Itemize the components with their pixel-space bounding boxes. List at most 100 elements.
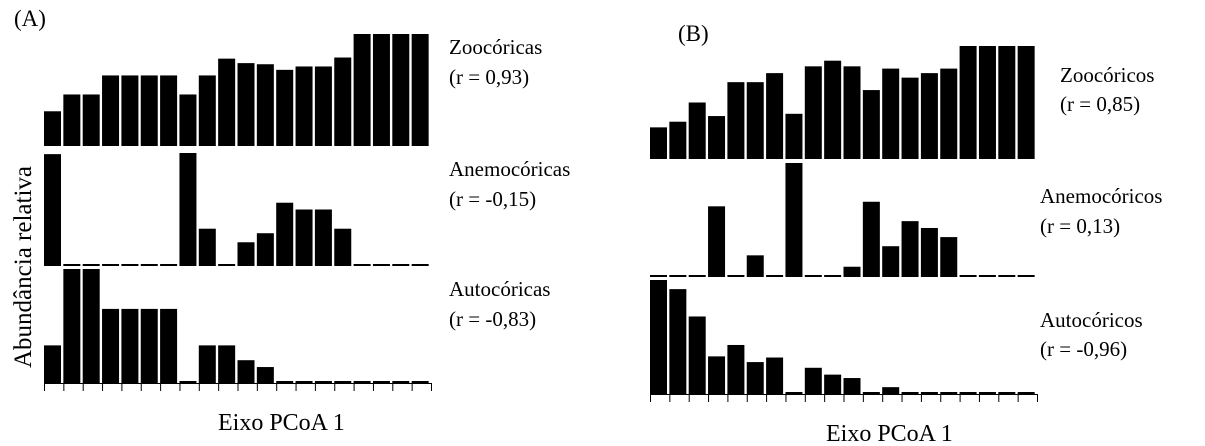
bar-b-s0-18 <box>998 46 1016 159</box>
bar-b-s0-6 <box>766 73 784 159</box>
bar-a-s0-13 <box>295 66 313 146</box>
bar-b-s0-16 <box>959 46 977 159</box>
bar-a-s1-1 <box>63 264 81 266</box>
bar-b-s1-19 <box>1017 275 1035 277</box>
bar-a-s2-8 <box>198 345 216 383</box>
bar-b-s1-13 <box>901 221 919 277</box>
bar-a-s2-9 <box>218 345 236 383</box>
bar-a-s2-1 <box>63 269 81 383</box>
panel-b: (B) Zoocóricos (r = 0,85) Anemocóricos (… <box>650 21 1162 446</box>
bar-b-s0-5 <box>746 82 764 159</box>
bar-b-s1-4 <box>727 275 745 277</box>
bar-b-s0-0 <box>650 127 667 159</box>
bar-a-s1-17 <box>372 264 390 266</box>
bar-b-s2-12 <box>882 387 900 394</box>
bar-a-s1-2 <box>82 264 100 266</box>
bar-a-s2-14 <box>314 381 332 383</box>
bar-a-s0-18 <box>392 34 410 146</box>
bar-a-s2-4 <box>121 308 139 383</box>
bar-a-s0-4 <box>121 75 139 146</box>
bar-b-s0-13 <box>901 77 919 159</box>
bar-b-s1-10 <box>843 266 861 277</box>
bar-a-s1-14 <box>314 209 332 266</box>
bar-a-s0-9 <box>218 58 236 146</box>
bar-b-s0-19 <box>1017 46 1035 159</box>
bar-a-s0-0 <box>44 111 61 146</box>
bar-a-s0-11 <box>256 64 274 146</box>
bar-a-s1-3 <box>102 264 120 266</box>
bar-b-s0-4 <box>727 82 745 159</box>
bar-b-s0-14 <box>920 73 938 159</box>
bar-a-s0-8 <box>198 75 216 146</box>
x-axis-label: Eixo PCoA 1 <box>218 410 345 436</box>
bar-b-s0-2 <box>688 102 706 159</box>
y-axis-label: Abundância relativa <box>10 166 37 368</box>
bar-b-s2-16 <box>959 392 977 394</box>
bar-a-s0-3 <box>102 75 120 146</box>
bar-a-s2-18 <box>392 381 410 383</box>
bar-b-s0-11 <box>862 90 880 159</box>
bar-a-s1-4 <box>121 264 139 266</box>
bar-a-s1-18 <box>392 264 410 266</box>
bar-a-s0-17 <box>372 34 390 146</box>
bar-a-s2-2 <box>82 269 100 383</box>
bar-b-s2-0 <box>650 280 667 394</box>
bar-a-s1-5 <box>140 264 158 266</box>
series-label-zoocoricas: Zoocóricas <box>449 35 542 59</box>
bar-a-s1-19 <box>411 264 429 266</box>
bar-a-s0-15 <box>334 57 352 146</box>
bar-b-s1-1 <box>669 275 687 277</box>
bar-b-s1-9 <box>824 275 842 277</box>
series-label-zoocoricos: Zoocóricos <box>1060 63 1154 87</box>
series-label-anemocoricas: Anemocóricas <box>449 157 570 181</box>
bar-a-s1-16 <box>353 264 371 266</box>
bar-b-s1-6 <box>766 275 784 277</box>
bar-b-s1-15 <box>940 237 958 277</box>
bar-b-s2-10 <box>843 378 861 394</box>
bar-a-s2-11 <box>256 367 274 383</box>
bar-b-s0-1 <box>669 121 687 159</box>
bar-a-s1-10 <box>237 242 255 266</box>
bar-b-s2-4 <box>727 344 745 394</box>
series-label-autocoricas: Autocóricas <box>449 277 550 301</box>
bar-a-s1-7 <box>179 153 197 266</box>
bar-a-s0-19 <box>411 34 429 146</box>
bar-b-s2-15 <box>940 392 958 394</box>
bar-a-s2-3 <box>102 308 120 383</box>
panel-a-x-axis <box>44 383 432 391</box>
panel-a: (A) Abundância relativa Zoocóricas (r = … <box>10 6 570 436</box>
bar-b-s1-11 <box>862 201 880 277</box>
bar-b-s1-14 <box>920 227 938 277</box>
bar-b-s2-7 <box>785 392 803 394</box>
bar-b-s2-2 <box>688 316 706 394</box>
bar-b-s2-3 <box>708 356 726 394</box>
bar-a-s0-12 <box>276 69 294 146</box>
bar-b-s0-15 <box>940 68 958 159</box>
panel-a-label: (A) <box>14 6 46 31</box>
bar-b-s2-9 <box>824 374 842 394</box>
bar-b-s2-5 <box>746 362 764 394</box>
series-label-autocoricos: Autocóricos <box>1040 308 1143 332</box>
bar-b-s2-14 <box>920 392 938 394</box>
bar-a-s1-11 <box>256 233 274 266</box>
bar-a-s2-19 <box>411 381 429 383</box>
bar-b-s2-1 <box>669 289 687 394</box>
bar-b-s2-13 <box>901 392 919 394</box>
bar-a-s1-6 <box>160 264 178 266</box>
bar-a-s2-13 <box>295 381 313 383</box>
bar-a-s0-6 <box>160 75 178 146</box>
series-stat-anemocoricas: (r = -0,15) <box>449 187 536 211</box>
bar-a-s1-8 <box>198 228 216 266</box>
series-stat-anemocoricos: (r = 0,13) <box>1040 214 1120 238</box>
series-stat-zoocoricos: (r = 0,85) <box>1060 92 1140 116</box>
bar-a-s0-1 <box>63 94 81 146</box>
bar-b-s2-6 <box>766 357 784 394</box>
bar-b-s1-5 <box>746 255 764 277</box>
bar-a-s1-15 <box>334 228 352 266</box>
bar-b-s1-8 <box>804 275 822 277</box>
bar-a-s2-15 <box>334 381 352 383</box>
bar-a-s2-16 <box>353 381 371 383</box>
bar-b-s1-12 <box>882 246 900 277</box>
bar-b-s2-11 <box>862 392 880 394</box>
bar-b-s1-17 <box>978 275 996 277</box>
